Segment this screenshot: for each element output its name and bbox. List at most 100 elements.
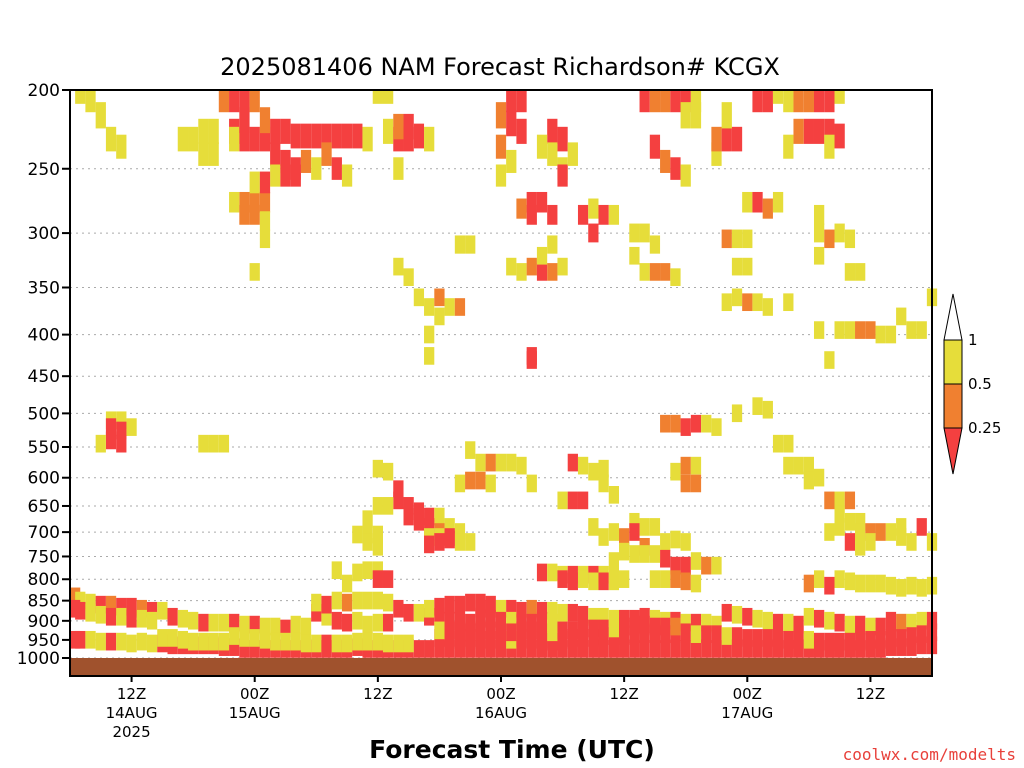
heatmap-cell: [239, 629, 250, 647]
heatmap-cell: [382, 497, 394, 515]
heatmap-cell: [208, 118, 219, 144]
heatmap-cell: [516, 263, 527, 281]
heatmap-cell: [629, 246, 640, 265]
heatmap-cell: [824, 523, 835, 541]
heatmap-cell: [762, 298, 773, 316]
heatmap-cell: [116, 597, 127, 616]
heatmap-cell: [75, 90, 86, 104]
heatmap-cell: [249, 171, 260, 194]
heatmap-cell: [588, 629, 599, 647]
heatmap-cell: [896, 629, 907, 647]
heatmap-cell: [557, 257, 568, 276]
heatmap-cell: [701, 414, 712, 433]
heatmap-cell: [249, 629, 260, 647]
heatmap-cell: [598, 474, 609, 493]
heatmap-cell: [824, 351, 835, 369]
heatmap-cell: [803, 574, 814, 593]
heatmap-cell: [680, 90, 691, 113]
heatmap-cell: [372, 632, 383, 651]
heatmap-cell: [188, 126, 199, 152]
heatmap-cell: [598, 607, 609, 626]
heatmap-cell: [547, 204, 558, 225]
heatmap-cell: [875, 325, 886, 344]
heatmap-cell: [475, 453, 486, 472]
heatmap-cell: [752, 397, 763, 415]
heatmap-cell: [136, 599, 147, 618]
heatmap-cell: [721, 126, 732, 152]
heatmap-cell: [557, 491, 568, 510]
heatmap-cell: [577, 204, 589, 225]
heatmap-cell: [403, 507, 414, 526]
heatmap-cell: [865, 617, 876, 636]
heatmap-cell: [352, 525, 363, 544]
heatmap-cell: [536, 640, 548, 658]
x-tick-label: 00Z: [733, 685, 762, 703]
heatmap-cell: [916, 321, 927, 339]
heatmap-cell: [752, 191, 763, 213]
heatmap-cell: [352, 632, 363, 651]
heatmap-cell: [701, 640, 712, 658]
heatmap-cell: [465, 613, 476, 632]
heatmap-cell: [495, 611, 507, 630]
heatmap-cell: [259, 171, 271, 194]
heatmap-cell: [146, 634, 158, 653]
heatmap-cell: [855, 512, 866, 531]
heatmap-cell: [259, 640, 271, 658]
heatmap-cell: [762, 611, 773, 630]
heatmap-cell: [208, 142, 219, 166]
x-tick-label: 17AUG: [721, 704, 773, 722]
heatmap-cell: [577, 570, 589, 588]
heatmap-cell: [146, 611, 158, 630]
heatmap-cell: [834, 223, 845, 243]
heatmap-cell: [413, 640, 425, 658]
heatmap-cell: [762, 198, 773, 219]
heatmap-cell: [393, 491, 404, 510]
heatmap-cell: [95, 595, 106, 614]
heatmap-cell: [290, 632, 301, 651]
heatmap-cell: [567, 603, 578, 622]
heatmap-cell: [772, 191, 784, 213]
heatmap-cell: [906, 638, 917, 656]
heatmap-cell: [249, 90, 260, 113]
heatmap-cell: [495, 623, 507, 642]
heatmap-cell: [660, 149, 671, 173]
heatmap-cell: [670, 268, 681, 286]
heatmap-cell: [188, 632, 199, 651]
heatmap-cell: [690, 574, 702, 593]
heatmap-cell: [896, 518, 907, 536]
y-axis-ticks: 200 250 300 350 400 450 500 550 600 650 700 750 8008…: [17, 81, 70, 669]
y-tick-label: 350: [28, 278, 60, 298]
heatmap-cell: [311, 123, 322, 149]
x-tick-label: 00Z: [486, 685, 515, 703]
heatmap-cell: [567, 640, 578, 658]
heatmap-cell: [444, 530, 455, 549]
heatmap-cell: [444, 611, 455, 630]
heatmap-cell: [906, 321, 917, 339]
heatmap-cell: [875, 630, 886, 649]
heatmap-cell: [506, 149, 517, 173]
heatmap-cell: [331, 157, 342, 180]
heatmap-cell: [424, 599, 435, 618]
heatmap-cell: [639, 263, 650, 281]
heatmap-cell: [906, 576, 917, 595]
heatmap-cell: [270, 632, 281, 651]
heatmap-cell: [803, 607, 814, 626]
heatmap-cell: [619, 528, 630, 546]
heatmap-cell: [619, 617, 630, 636]
heatmap-cell: [229, 613, 240, 632]
heatmap-cell: [167, 607, 178, 626]
heatmap-cell: [649, 518, 661, 536]
heatmap-cell: [116, 421, 127, 440]
y-tick-label: 900: [28, 612, 60, 632]
heatmap-cell: [639, 90, 650, 113]
heatmap-cell: [690, 474, 702, 493]
heatmap-cell: [331, 561, 342, 580]
heatmap-cell: [896, 613, 907, 632]
heatmap-cell: [126, 418, 137, 436]
heatmap-cell: [413, 123, 425, 149]
heatmap-cell: [844, 321, 856, 339]
heatmap-cell: [208, 434, 219, 453]
heatmap-cell: [813, 204, 825, 225]
heatmap-cell: [105, 126, 117, 152]
heatmap-cell: [670, 570, 681, 588]
